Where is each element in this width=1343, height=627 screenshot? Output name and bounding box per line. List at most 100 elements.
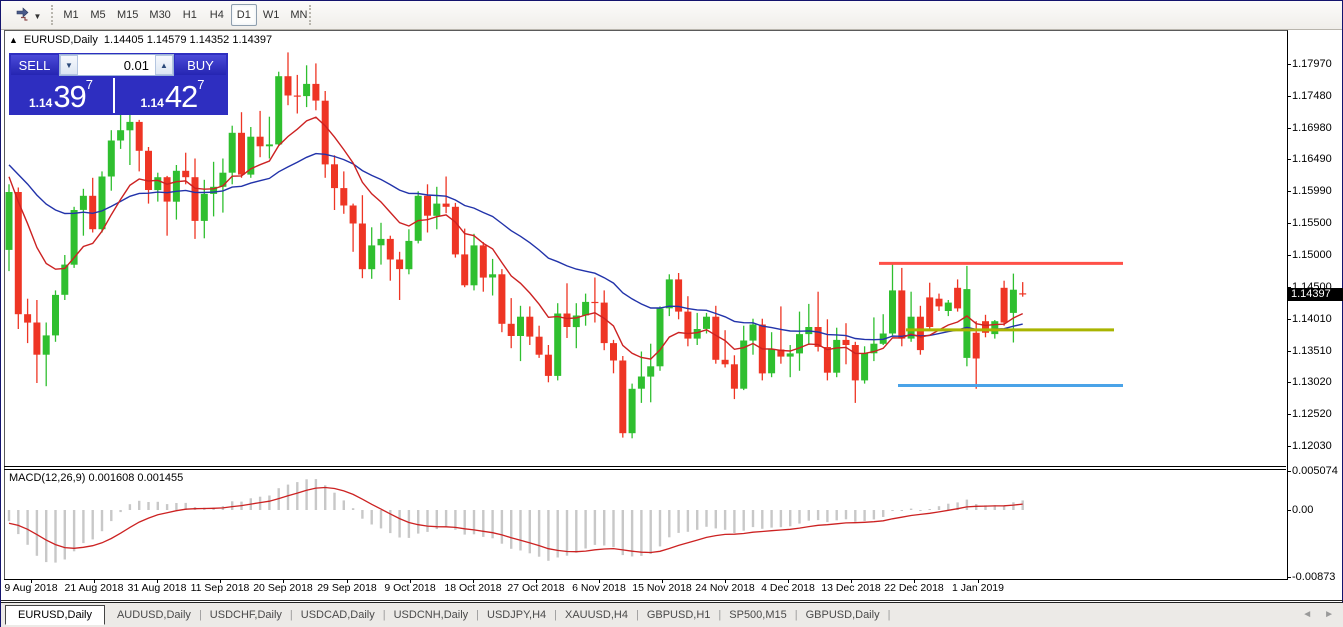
collapse-triangle-icon[interactable]: ▲: [9, 35, 18, 45]
chart-tab-bar: EURUSD,Daily AUDUSD,Daily | USDCHF,Daily | US…: [1, 603, 1343, 627]
price-axis-label: 1.16980: [1292, 122, 1332, 134]
price-axis-label: 1.12030: [1292, 440, 1332, 452]
time-axis-tick: [978, 579, 979, 583]
time-axis-tick: [914, 579, 915, 583]
time-axis-label: 15 Nov 2018: [632, 582, 692, 594]
time-axis-tick: [31, 579, 32, 583]
sell-price-pips: 39: [53, 79, 86, 114]
macd-axis-tick: [1287, 577, 1291, 578]
time-axis-label: 6 Nov 2018: [572, 582, 626, 594]
price-axis-label: 1.14010: [1292, 313, 1332, 325]
sell-price-panel[interactable]: 1.14 39 7: [9, 78, 115, 113]
volume-decrease-button[interactable]: ▼: [60, 55, 78, 75]
price-chart-canvas[interactable]: [4, 31, 1285, 466]
time-axis-label: 9 Oct 2018: [384, 582, 436, 594]
time-axis-label: 22 Dec 2018: [884, 582, 944, 594]
tf-button-m5[interactable]: M5: [90, 9, 106, 21]
tab-divider: |: [476, 609, 480, 621]
tf-button-m15[interactable]: M15: [117, 9, 139, 21]
price-axis-label: 1.16490: [1292, 153, 1332, 165]
chart-window: [4, 30, 1288, 580]
tf-button-h1[interactable]: H1: [182, 9, 197, 21]
buy-price-panel[interactable]: 1.14 42 7: [117, 78, 228, 113]
macd-indicator-label: MACD(12,26,9) 0.001608 0.001455: [9, 472, 184, 484]
price-axis-tick: [1287, 414, 1291, 415]
price-axis-label: 1.12520: [1292, 408, 1332, 420]
panel-separator[interactable]: [4, 469, 1286, 470]
price-axis-tick: [1287, 287, 1291, 288]
chart-tab-usdcnh-daily[interactable]: USDCNH,Daily: [393, 609, 469, 621]
tf-button-m30[interactable]: M30: [149, 9, 171, 21]
tf-button-mn[interactable]: MN: [290, 9, 308, 21]
tab-divider: |: [382, 609, 386, 621]
chart-tab-gbpusd-daily[interactable]: GBPUSD,Daily: [805, 609, 880, 621]
time-axis-label: 21 Aug 2018: [64, 582, 124, 594]
tab-divider: |: [718, 609, 722, 621]
chart-symbol-period: EURUSD,Daily: [23, 34, 98, 46]
time-axis-tick: [94, 579, 95, 583]
chart-ohlc-values: 1.14405 1.14579 1.14352 1.14397: [103, 34, 273, 46]
current-price-badge: 1.14397: [1288, 288, 1343, 301]
chart-tab-sp500-m15[interactable]: SP500,M15: [729, 609, 787, 621]
chart-tab-usdchf-daily[interactable]: USDCHF,Daily: [209, 609, 282, 621]
buy-button[interactable]: BUY: [175, 55, 226, 75]
price-axis-tick: [1287, 191, 1291, 192]
sell-button[interactable]: SELL: [11, 55, 58, 75]
macd-panel-canvas[interactable]: [4, 470, 1285, 579]
timeframes-dropdown-button[interactable]: ▼: [7, 4, 49, 28]
chart-title-bar: ▲ EURUSD,Daily 1.14405 1.14579 1.14352 1…: [9, 34, 272, 46]
time-axis-tick: [157, 579, 158, 583]
tabbar-border: [1, 602, 1343, 603]
tf-button-m1[interactable]: M1: [63, 9, 79, 21]
tabbar-border: [1, 600, 1343, 601]
time-axis-label: 18 Oct 2018: [444, 582, 502, 594]
price-axis-tick: [1287, 128, 1291, 129]
price-axis-tick: [1287, 96, 1291, 97]
sell-price-prefix: 1.14: [28, 96, 53, 110]
toolbar-grip[interactable]: [51, 5, 56, 25]
time-axis-label: 13 Dec 2018: [821, 582, 881, 594]
volume-input[interactable]: [78, 55, 155, 75]
chart-tab-audusd-daily[interactable]: AUDUSD,Daily: [116, 609, 191, 621]
volume-increase-button[interactable]: ▲: [155, 55, 173, 75]
chart-tab-gbpusd-h1[interactable]: GBPUSD,H1: [646, 609, 711, 621]
time-axis-label: 1 Jan 2019: [952, 582, 1004, 594]
macd-axis-tick: [1287, 471, 1291, 472]
price-axis-label: 1.15990: [1292, 185, 1332, 197]
toolbar-grip[interactable]: [309, 5, 314, 25]
tf-button-h4[interactable]: H4: [209, 9, 224, 21]
tab-scroll-right-icon[interactable]: ►: [1324, 609, 1334, 620]
macd-axis-label: -0.00873: [1292, 571, 1336, 583]
time-axis-label: 9 Aug 2018: [4, 582, 58, 594]
tf-button-w1[interactable]: W1: [262, 9, 280, 21]
chart-tab-xauusd-h4[interactable]: XAUUSD,H4: [565, 609, 628, 621]
time-axis-tick: [536, 579, 537, 583]
chart-tab-usdjpy-h4[interactable]: USDJPY,H4: [487, 609, 547, 621]
tab-scroll-left-icon[interactable]: ◄: [1302, 609, 1313, 620]
tab-divider: |: [198, 609, 202, 621]
price-axis-tick: [1287, 446, 1291, 447]
time-axis-tick: [725, 579, 726, 583]
price-axis-tick: [1287, 351, 1291, 352]
time-axis-tick: [473, 579, 474, 583]
tab-divider: |: [289, 609, 293, 621]
volume-control: ▼ ▲: [59, 54, 174, 76]
price-axis-label: 1.13020: [1292, 376, 1332, 388]
time-axis-tick: [347, 579, 348, 583]
macd-axis-label: 0.00: [1292, 504, 1314, 516]
dropdown-caret-icon: ▼: [33, 11, 42, 21]
tab-divider: |: [554, 609, 557, 621]
price-axis-tick: [1287, 319, 1291, 320]
one-click-trading-panel: SELL ▼ ▲ BUY 1.14 39 7 1.14 42 7: [9, 53, 228, 115]
time-axis-tick: [788, 579, 789, 583]
tf-button-d1[interactable]: D1: [230, 4, 257, 26]
time-axis-label: 24 Nov 2018: [695, 582, 755, 594]
price-axis-label: 1.13510: [1292, 345, 1332, 357]
time-axis-label: 31 Aug 2018: [127, 582, 187, 594]
timeframes-icon: [15, 6, 31, 26]
sell-price-point: 7: [85, 77, 94, 92]
chart-tab-eurusd-daily[interactable]: EURUSD,Daily: [5, 605, 105, 625]
panel-separator[interactable]: [4, 466, 1286, 467]
chart-tab-usdcad-daily[interactable]: USDCAD,Daily: [300, 609, 375, 621]
price-axis-label: 1.17970: [1292, 58, 1332, 70]
